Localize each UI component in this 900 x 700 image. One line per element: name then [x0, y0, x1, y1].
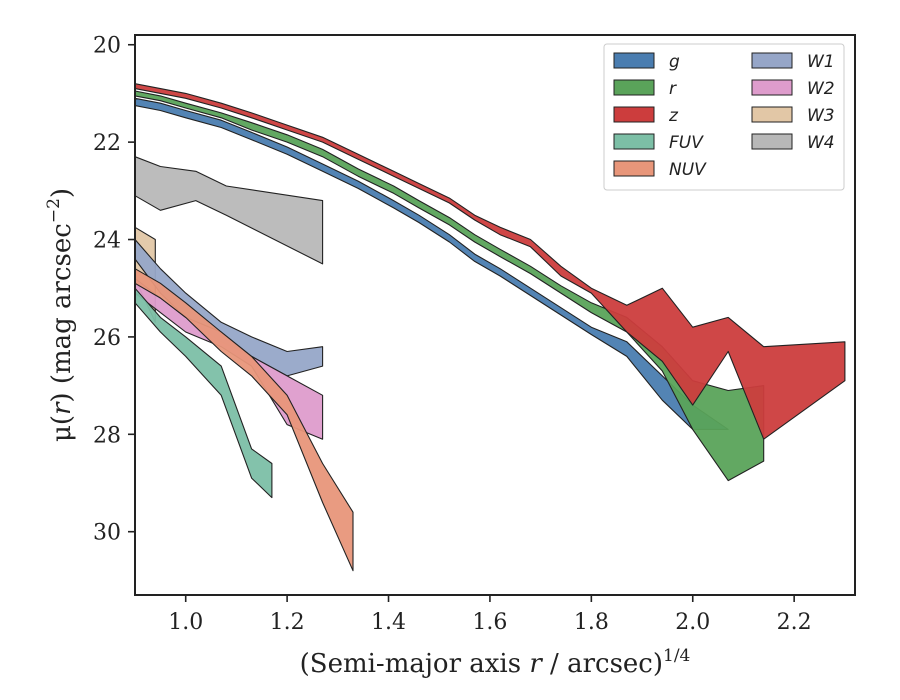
legend: grz FUV NUV W1 W2 W3 W4 [603, 43, 845, 191]
legend-label-r: r [669, 79, 677, 99]
x-axis-ticks: 1.0 1.2 1.4 1.6 1.8 2.0 2.2 [168, 595, 812, 635]
x-tick-label: 2.0 [675, 610, 710, 635]
y-axis-ticks: 20 22 24 26 28 30 [93, 34, 135, 546]
y-tick-label: 20 [93, 34, 121, 59]
x-tick-label: 1.8 [574, 610, 609, 635]
legend-label-fuv: FUV [669, 133, 704, 153]
legend-swatch-w3 [751, 106, 793, 123]
x-tick-label: 1.6 [472, 610, 507, 635]
legend-label-w4: W4 [807, 133, 835, 153]
plot-frame [134, 34, 856, 596]
profile-bands [134, 83, 846, 572]
y-tick-label: 26 [93, 326, 121, 351]
legend-label-nuv: NUV [669, 160, 707, 180]
y-tick-label: 30 [93, 521, 121, 546]
y-axis-label: μ(r) (mag arcsec−2) [44, 188, 77, 442]
legend-swatch-g [613, 52, 655, 69]
legend-swatch-fuv [613, 133, 655, 150]
legend-swatch-w4 [751, 133, 793, 150]
x-axis-label: (Semi-major axis r / arcsec)1/4 [300, 646, 691, 679]
legend-label-w1: W1 [807, 52, 835, 72]
y-tick-label: 22 [93, 131, 121, 156]
legend-label-w2: W2 [807, 79, 835, 99]
legend-swatch-z [613, 106, 655, 123]
legend-swatch-r [613, 79, 655, 96]
legend-label-w3: W3 [807, 106, 835, 126]
x-tick-label: 1.0 [168, 610, 203, 635]
x-tick-label: 2.2 [777, 610, 812, 635]
x-tick-label: 1.2 [270, 610, 305, 635]
legend-swatch-w2 [751, 79, 793, 96]
legend-label-g: g [669, 52, 680, 72]
legend-swatch-nuv [613, 160, 655, 177]
legend-swatch-w1 [751, 52, 793, 69]
band-nuv [134, 268, 354, 572]
band-fuv [134, 287, 273, 499]
band-r [134, 90, 765, 482]
y-tick-label: 28 [93, 423, 121, 448]
legend-label-z: z [668, 106, 679, 126]
x-tick-label: 1.4 [371, 610, 406, 635]
band-z [134, 83, 846, 440]
y-tick-label: 24 [93, 229, 121, 254]
band-w4 [134, 156, 324, 265]
